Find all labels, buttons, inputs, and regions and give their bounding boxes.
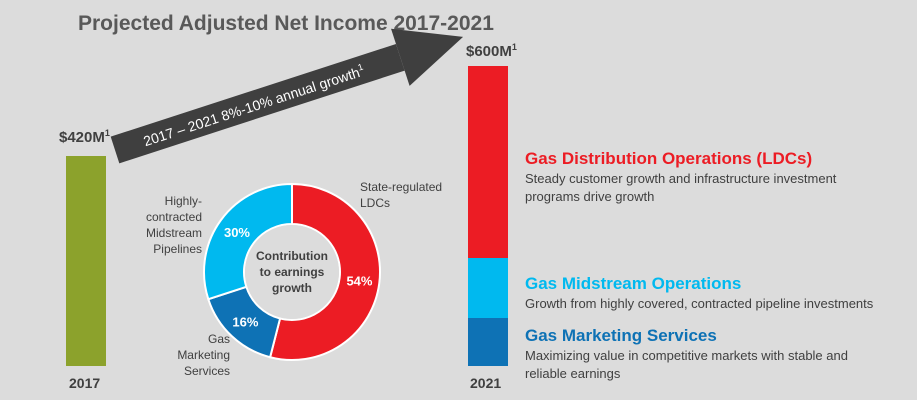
donut-label-line: Highly- [164, 194, 202, 208]
bar-2017 [66, 156, 106, 366]
donut-value-label: 30% [224, 225, 250, 240]
segment-title-ldcs: Gas Distribution Operations (LDCs) [525, 149, 813, 168]
donut-label-line: Pipelines [153, 242, 202, 256]
bar-2021-segment-ldcs [468, 66, 508, 258]
donut-label-line: contracted [145, 210, 202, 224]
donut-label-line: Gas [207, 332, 230, 346]
donut-label-line: Services [183, 364, 230, 378]
donut-hole [245, 225, 339, 319]
donut-slice-midstream [203, 182, 293, 301]
bar-value-text: $600M [466, 43, 512, 60]
segment-desc-line: Growth from highly covered, contracted p… [525, 296, 874, 311]
segment-desc-line: reliable earnings [525, 366, 621, 381]
segment-desc-line: Steady customer growth and infrastructur… [525, 171, 837, 186]
bar-value-label-2017: $420M1 [59, 128, 110, 146]
segment-desc-line: programs drive growth [525, 189, 655, 204]
growth-arrow-text: 2017 – 2021 8%-10% annual growth1 [141, 62, 366, 150]
category-label-2021: 2021 [470, 375, 502, 391]
footnote-marker: 1 [104, 128, 110, 138]
donut-label-line: State-regulated [360, 180, 443, 194]
segment-desc-ldcs: Steady customer growth and infrastructur… [525, 170, 836, 206]
segment-title-marketing: Gas Marketing Services [525, 326, 717, 345]
donut-label-midstream: Highly- contracted Midstream Pipelines [120, 193, 202, 257]
donut-center-label: to earnings [260, 265, 325, 279]
growth-arrow: 2017 – 2021 8%-10% annual growth1 [110, 28, 464, 164]
growth-arrow-footnote: 1 [356, 62, 364, 73]
category-label-2017: 2017 [69, 375, 101, 391]
segment-title-midstream: Gas Midstream Operations [525, 274, 742, 293]
donut-slice-ldcs [268, 182, 381, 361]
donut-value-label: 54% [346, 274, 372, 289]
donut-label-marketing: Gas Marketing Services [150, 331, 230, 379]
donut-label-line: Midstream [145, 226, 202, 240]
segment-desc-line: Maximizing value in competitive markets … [525, 348, 848, 363]
segment-desc-marketing: Maximizing value in competitive markets … [525, 347, 848, 383]
bar-value-text: $420M [59, 129, 105, 146]
chart-title: Projected Adjusted Net Income 2017-2021 [78, 12, 494, 35]
segment-desc-midstream: Growth from highly covered, contracted p… [525, 295, 873, 313]
growth-arrow-shaft [110, 43, 405, 164]
donut-center-label: growth [272, 281, 312, 295]
growth-arrow-head [391, 28, 464, 86]
donut-value-label: 16% [232, 315, 258, 330]
bar-2021-segment-midstream [468, 258, 508, 318]
footnote-marker: 1 [511, 42, 517, 52]
bar-2021-segment-marketing [468, 318, 508, 366]
donut-center-label: Contribution [256, 249, 328, 263]
donut-label-line: Marketing [177, 348, 230, 362]
donut-label-ldcs: State-regulated LDCs [360, 179, 442, 211]
donut-label-line: LDCs [360, 196, 391, 210]
bar-value-label-2021: $600M1 [466, 42, 517, 60]
